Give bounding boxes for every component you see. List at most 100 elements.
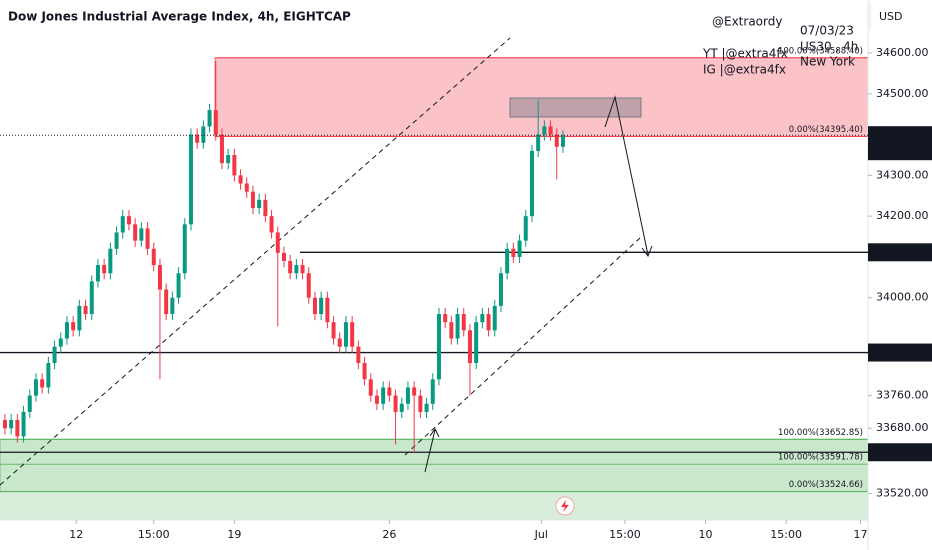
candle-body: [58, 338, 63, 347]
candle-body: [381, 387, 386, 404]
candle-body: [164, 289, 169, 315]
candle-body: [145, 228, 150, 249]
candle-body: [89, 281, 94, 315]
candle-body: [325, 297, 330, 323]
candle-body: [436, 314, 441, 380]
candle-body: [126, 216, 131, 225]
candle-body: [461, 314, 466, 331]
candle-body: [294, 265, 299, 274]
candle-body: [95, 265, 100, 282]
candle-body: [412, 387, 417, 396]
candle-body: [263, 199, 268, 217]
candle-body: [449, 322, 454, 339]
candle-body: [170, 297, 175, 315]
x-tick-label: 17: [854, 528, 868, 541]
zone-level-label: 100.00%(34588.40): [778, 46, 863, 56]
candle-body: [486, 314, 491, 331]
x-tick-label: 15:00: [770, 528, 802, 541]
candle-body: [312, 297, 317, 315]
candle-body: [337, 338, 342, 347]
zone-extension: [0, 491, 868, 520]
currency: USD: [879, 10, 903, 23]
arrow-head: [641, 245, 653, 258]
candle-body: [480, 314, 485, 323]
candle-body: [430, 379, 435, 404]
annotation: 07/03/23: [800, 24, 854, 38]
candle-body: [151, 248, 156, 266]
y-tick-label: 34600.00: [876, 46, 929, 59]
candle-body: [244, 183, 249, 192]
candle-body: [306, 273, 311, 298]
x-tick-label: 19: [227, 528, 241, 541]
y-tick-label: 33680.00: [876, 421, 929, 434]
candle-body: [21, 411, 26, 437]
candle-body: [102, 265, 107, 274]
candle-body: [114, 232, 119, 249]
candle-body: [52, 346, 57, 363]
candle-body: [474, 322, 479, 363]
candle-body: [269, 216, 274, 233]
annotation: New York: [800, 55, 855, 69]
candle-body: [319, 297, 324, 315]
candle-body: [455, 314, 460, 339]
candle-body: [368, 379, 373, 396]
candle-body: [517, 240, 522, 257]
annotation: US30 , 4h: [800, 40, 858, 54]
candle-body: [362, 362, 367, 380]
y-tick-label: 34000.00: [876, 291, 929, 304]
candle-body: [46, 362, 51, 388]
level-price-label: 33865.60: [875, 346, 932, 359]
zone: [0, 438, 869, 493]
candle-body: [536, 134, 541, 151]
y-tick-label: 33760.00: [876, 389, 929, 402]
x-tick-label: 10: [699, 528, 713, 541]
candle-body: [492, 305, 497, 331]
x-tick-label: 12: [69, 528, 83, 541]
candle-body: [120, 216, 125, 233]
candle-body: [195, 134, 200, 143]
candle-body: [139, 228, 144, 241]
zone-level-label: 100.00%(33652.85): [778, 428, 863, 438]
candle-body: [257, 199, 262, 208]
candle-body: [424, 403, 429, 412]
candle-body: [64, 322, 69, 339]
last-price-box: [868, 126, 932, 161]
candle-body: [9, 420, 14, 429]
chart-title: Dow Jones Industrial Average Index, 4h, …: [8, 10, 351, 24]
candle-body: [387, 387, 392, 396]
zone-level-label: 0.00%(34395.40): [789, 125, 863, 135]
candle-body: [15, 420, 20, 437]
y-tick-label: 34500.00: [876, 87, 929, 100]
level-price-box: [868, 443, 932, 462]
candle-body: [405, 387, 410, 404]
candle-body: [71, 322, 76, 331]
candle-body: [374, 395, 379, 404]
candle-body: [331, 322, 336, 339]
candle-body: [33, 379, 38, 396]
y-tick-label: 33520.00: [876, 486, 929, 499]
candle-body: [201, 126, 206, 143]
annotation: YT |@extra4fx: [702, 47, 788, 61]
zone: [214, 57, 869, 137]
level-price-box: [868, 343, 932, 362]
candle-body: [560, 135, 565, 147]
candle-body: [275, 232, 280, 253]
y-tick-label: 34200.00: [876, 209, 929, 222]
candle-body: [213, 110, 218, 135]
x-tick-label: 26: [382, 528, 396, 541]
last-price-label: 34398.52: [875, 128, 932, 141]
event-icon-bolt: [561, 500, 569, 512]
candle-body: [157, 265, 162, 290]
candle-body: [83, 305, 88, 315]
level-price-label: 33621.13: [875, 445, 932, 458]
candle-body: [133, 224, 138, 241]
candle-body: [498, 273, 503, 306]
candle-body: [393, 395, 398, 412]
candle-body: [2, 420, 7, 429]
candle-body: [542, 126, 547, 135]
level-price-box: [868, 243, 932, 262]
candle-body: [182, 224, 187, 274]
zone-level-label: 100.00%(33591.78): [778, 453, 863, 463]
